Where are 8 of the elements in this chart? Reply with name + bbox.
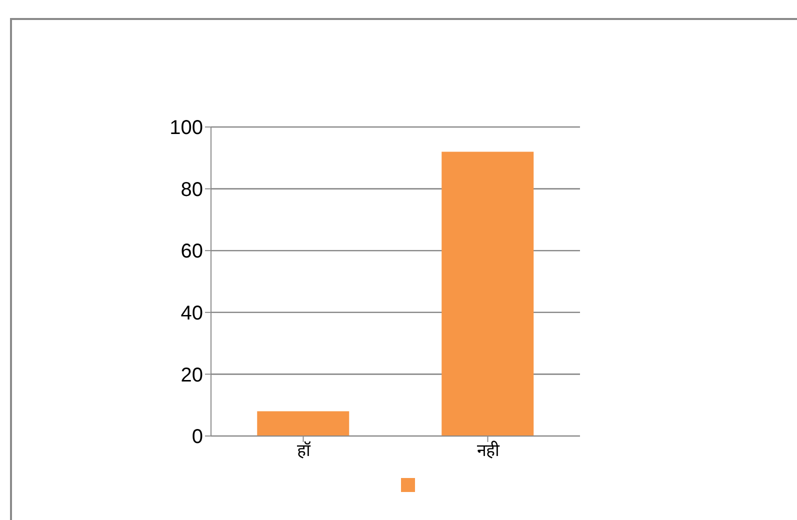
y-tick-label: 60 <box>180 240 203 263</box>
y-tick-label: 40 <box>180 302 203 324</box>
x-tick-label: नही <box>476 440 500 460</box>
y-tick-label: 20 <box>180 364 203 386</box>
x-tick-label: हॉ <box>296 441 311 460</box>
y-tick-label: 80 <box>180 178 203 201</box>
y-tick-label: 100 <box>170 117 203 140</box>
y-tick-label: 0 <box>192 426 203 448</box>
